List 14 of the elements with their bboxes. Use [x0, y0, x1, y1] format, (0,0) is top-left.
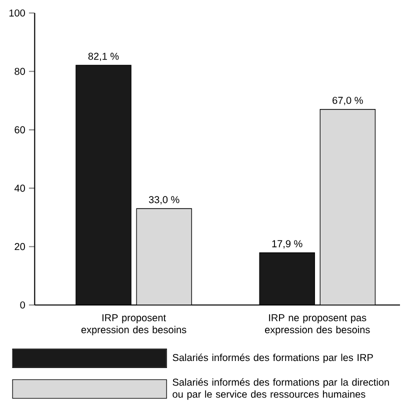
data-label: 82,1 %: [88, 52, 119, 61]
data-label: 67,0 %: [332, 96, 363, 106]
data-label: 17,9 %: [272, 240, 302, 248]
y-tick-label: 80: [14, 68, 25, 75]
legend-label: Salariés informés des formations par les IRP: [172, 354, 373, 364]
y-tick-label: 100: [9, 9, 25, 17]
data-label: 33,0 %: [148, 196, 180, 204]
y-tick-label: 60: [14, 126, 25, 134]
y-tick-label: 20: [14, 243, 25, 250]
y-tick-label: 0: [20, 301, 25, 309]
y-tick-label: 40: [14, 184, 25, 192]
legend-label: Salariés informés des formations par la direction ou par le service des ressources humaines: [172, 378, 389, 400]
x-tick-label: IRP proposent expression des besoins: [81, 314, 186, 336]
x-tick-label: IRP ne proposent pas expression des besoins: [264, 314, 370, 336]
